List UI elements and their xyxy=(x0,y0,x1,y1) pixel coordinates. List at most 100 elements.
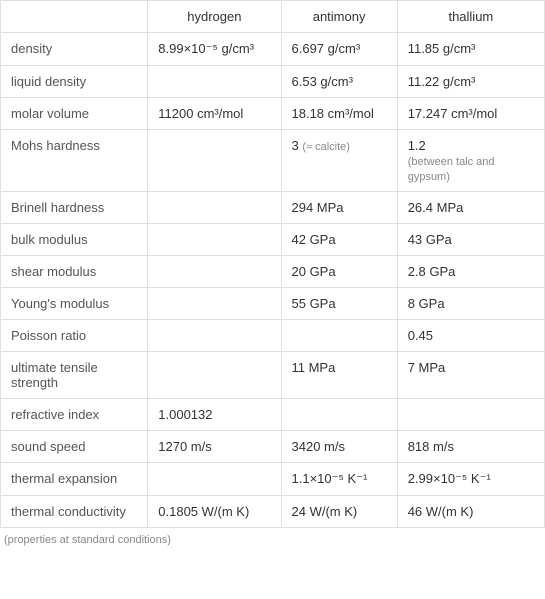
cell-text: 2.99×10⁻⁵ K⁻¹ xyxy=(408,471,491,486)
cell-value: 43 GPa xyxy=(397,224,544,256)
table-row: ultimate tensile strength11 MPa7 MPa xyxy=(1,352,545,399)
table-row: bulk modulus 42 GPa 43 GPa xyxy=(1,224,545,256)
table-row: thermal expansion 1.1×10⁻⁵ K⁻¹ 2.99×10⁻⁵ K… xyxy=(1,463,545,496)
cell-text: 294 MPa xyxy=(292,200,344,215)
cell-text: 818 m/s xyxy=(408,439,454,454)
cell-value: 818 m/s xyxy=(397,431,544,463)
cell-value: 3 (≈ calcite) xyxy=(281,130,397,192)
cell-text: 7 MPa xyxy=(408,360,446,375)
property-label: thermal expansion xyxy=(1,463,148,496)
cell-value: 11200 cm³/mol xyxy=(148,98,281,130)
cell-value: 6.53 g/cm³ xyxy=(281,66,397,98)
footer-note: (properties at standard conditions) xyxy=(0,528,545,552)
cell-value: 1.1×10⁻⁵ K⁻¹ xyxy=(281,463,397,496)
property-label: density xyxy=(1,33,148,66)
cell-value: 8 GPa xyxy=(397,288,544,320)
cell-value xyxy=(148,66,281,98)
cell-text: 0.1805 W/(m K) xyxy=(158,504,249,519)
cell-value: 20 GPa xyxy=(281,256,397,288)
table-row: thermal conductivity0.1805 W/(m K)24 W/(… xyxy=(1,496,545,528)
property-label: molar volume xyxy=(1,98,148,130)
cell-value: 26.4 MPa xyxy=(397,192,544,224)
cell-text: 8.99×10⁻⁵ g/cm³ xyxy=(158,41,254,56)
table-row: Young's modulus 55 GPa 8 GPa xyxy=(1,288,545,320)
cell-value xyxy=(281,320,397,352)
cell-text: 42 GPa xyxy=(292,232,336,247)
property-label: liquid density xyxy=(1,66,148,98)
cell-value xyxy=(148,192,281,224)
cell-value xyxy=(148,256,281,288)
table-row: Brinell hardness 294 MPa 26.4 MPa xyxy=(1,192,545,224)
cell-value xyxy=(148,288,281,320)
cell-value: 11.85 g/cm³ xyxy=(397,33,544,66)
cell-value xyxy=(148,224,281,256)
cell-value: 17.247 cm³/mol xyxy=(397,98,544,130)
cell-text: 26.4 MPa xyxy=(408,200,464,215)
cell-value: 2.99×10⁻⁵ K⁻¹ xyxy=(397,463,544,496)
table-row: liquid density 6.53 g/cm³ 11.22 g/cm³ xyxy=(1,66,545,98)
header-blank xyxy=(1,1,148,33)
cell-value: 1.2 (between talc and gypsum) xyxy=(397,130,544,192)
cell-value: 7 MPa xyxy=(397,352,544,399)
cell-text: 43 GPa xyxy=(408,232,452,247)
property-label: shear modulus xyxy=(1,256,148,288)
cell-value: 55 GPa xyxy=(281,288,397,320)
cell-text: 3 xyxy=(292,138,303,153)
table-row: Mohs hardness 3 (≈ calcite) 1.2 (between ta… xyxy=(1,130,545,192)
header-antimony: antimony xyxy=(281,1,397,33)
cell-text: 0.45 xyxy=(408,328,433,343)
cell-text: 24 W/(m K) xyxy=(292,504,358,519)
cell-value xyxy=(148,320,281,352)
cell-text: 55 GPa xyxy=(292,296,336,311)
cell-text: 17.247 cm³/mol xyxy=(408,106,498,121)
property-label: Mohs hardness xyxy=(1,130,148,192)
cell-text: 11.22 g/cm³ xyxy=(408,74,476,89)
table-body: density 8.99×10⁻⁵ g/cm³ 6.697 g/cm³ 11.85 g… xyxy=(1,33,545,528)
cell-text: 1.2 xyxy=(408,138,426,153)
cell-value xyxy=(281,399,397,431)
cell-value: 1270 m/s xyxy=(148,431,281,463)
cell-value: 46 W/(m K) xyxy=(397,496,544,528)
property-label: bulk modulus xyxy=(1,224,148,256)
cell-text: 1.1×10⁻⁵ K⁻¹ xyxy=(292,471,368,486)
cell-value: 11 MPa xyxy=(281,352,397,399)
cell-note: (between talc and gypsum) xyxy=(408,156,495,183)
header-row: hydrogen antimony thallium xyxy=(1,1,545,33)
table-row: density 8.99×10⁻⁵ g/cm³ 6.697 g/cm³ 11.85 g… xyxy=(1,33,545,66)
cell-text: 6.697 g/cm³ xyxy=(292,41,361,56)
property-label: sound speed xyxy=(1,431,148,463)
table-row: refractive index 1.000132 xyxy=(1,399,545,431)
cell-value: 24 W/(m K) xyxy=(281,496,397,528)
cell-value xyxy=(397,399,544,431)
cell-note: (≈ calcite) xyxy=(302,141,350,153)
property-label: Young's modulus xyxy=(1,288,148,320)
cell-value: 0.45 xyxy=(397,320,544,352)
cell-value: 0.1805 W/(m K) xyxy=(148,496,281,528)
header-hydrogen: hydrogen xyxy=(148,1,281,33)
cell-value: 42 GPa xyxy=(281,224,397,256)
cell-text: 11 MPa xyxy=(292,360,336,375)
table-row: shear modulus 20 GPa 2.8 GPa xyxy=(1,256,545,288)
cell-value: 3420 m/s xyxy=(281,431,397,463)
cell-text: 46 W/(m K) xyxy=(408,504,474,519)
property-label: Brinell hardness xyxy=(1,192,148,224)
cell-value: 18.18 cm³/mol xyxy=(281,98,397,130)
cell-value: 11.22 g/cm³ xyxy=(397,66,544,98)
property-label: refractive index xyxy=(1,399,148,431)
cell-text: 1270 m/s xyxy=(158,439,211,454)
cell-text: 11200 cm³/mol xyxy=(158,106,243,121)
properties-table: hydrogen antimony thallium density 8.99×1… xyxy=(0,0,545,528)
cell-text: 20 GPa xyxy=(292,264,336,279)
cell-value: 2.8 GPa xyxy=(397,256,544,288)
cell-value xyxy=(148,130,281,192)
property-label: Poisson ratio xyxy=(1,320,148,352)
cell-text: 6.53 g/cm³ xyxy=(292,74,353,89)
table-row: Poisson ratio 0.45 xyxy=(1,320,545,352)
table-row: sound speed 1270 m/s 3420 m/s 818 m/s xyxy=(1,431,545,463)
cell-text: 8 GPa xyxy=(408,296,445,311)
cell-text: 2.8 GPa xyxy=(408,264,456,279)
cell-text: 1.000132 xyxy=(158,407,212,422)
cell-text: 18.18 cm³/mol xyxy=(292,106,374,121)
cell-value xyxy=(148,352,281,399)
cell-value: 294 MPa xyxy=(281,192,397,224)
